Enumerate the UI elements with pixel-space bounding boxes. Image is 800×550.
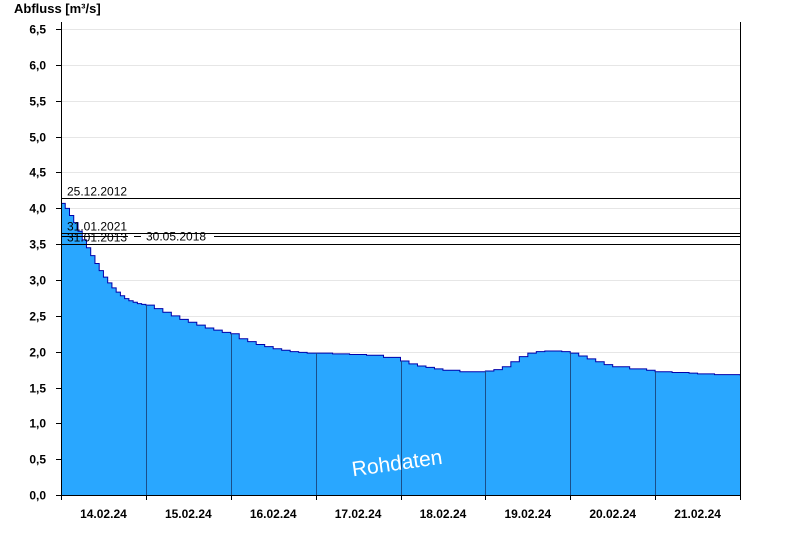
reference-line-31-01-2021-label: 31.01.2021 xyxy=(67,220,127,234)
y-axis-label: Abfluss [m³/s] xyxy=(14,1,101,16)
reference-line-25-12-2012-label: 25.12.2012 xyxy=(67,185,127,199)
discharge-line xyxy=(61,202,741,376)
x-tick-label-4: 18.02.24 xyxy=(420,507,467,521)
x-tick-label-1: 15.02.24 xyxy=(165,507,212,521)
x-tick-label-3: 17.02.24 xyxy=(335,507,382,521)
reference-line-31-01-2013-label: 31.01.2013 xyxy=(67,231,127,245)
x-tick-label-6: 20.02.24 xyxy=(589,507,636,521)
x-tick-label-5: 19.02.24 xyxy=(504,507,551,521)
x-tick-label-2: 16.02.24 xyxy=(250,507,297,521)
y-tick-labels: 0,0 0,5 1,0 1,5 2,0 2,5 3,0 3,5 4,0 4,5 5,0 5,5 6,0 6… xyxy=(29,23,61,503)
y-tick-label-12: 6,0 xyxy=(29,59,46,73)
y-tick-label-5: 2,5 xyxy=(29,310,46,324)
y-tick-label-6: 3,0 xyxy=(29,274,46,288)
reference-line-30-05-2018-label: 30.05.2018 xyxy=(146,230,206,244)
y-tick-label-1: 0,5 xyxy=(29,453,46,467)
y-tick-label-0: 0,0 xyxy=(29,489,46,503)
y-tick-label-13: 6,5 xyxy=(29,23,46,37)
y-tick-label-9: 4,5 xyxy=(29,166,46,180)
x-tick-label-7: 21.02.24 xyxy=(674,507,721,521)
day-boundary-lines xyxy=(146,305,656,495)
y-tick-label-2: 1,0 xyxy=(29,417,46,431)
y-tick-label-7: 3,5 xyxy=(29,238,46,252)
y-tick-label-11: 5,5 xyxy=(29,95,46,109)
x-tick-labels: 14.02.24 15.02.24 16.02.24 17.02.24 18.02.24… xyxy=(61,495,741,521)
y-tick-label-4: 2,0 xyxy=(29,346,46,360)
y-tick-label-8: 4,0 xyxy=(29,202,46,216)
x-tick-label-0: 14.02.24 xyxy=(80,507,127,521)
y-tick-label-10: 5,0 xyxy=(29,131,46,145)
reference-lines: 25.12.2012 31.01.2021 30.05.2018 31.01.2013 xyxy=(61,185,740,245)
y-tick-label-3: 1,5 xyxy=(29,382,46,396)
